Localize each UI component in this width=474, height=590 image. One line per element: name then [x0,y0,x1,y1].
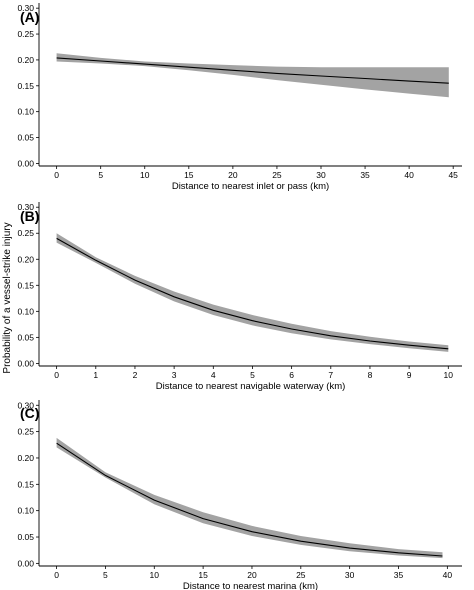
confidence-band-b [56,233,449,352]
panel-label: (B) [20,208,39,224]
x-tick-label: 0 [54,170,59,180]
x-axis-title: Distance to nearest navigable waterway (… [156,381,346,392]
x-tick-label: 45 [448,170,458,180]
y-tick-label: 0.00 [17,558,34,568]
y-tick-label: 0.15 [17,280,34,290]
y-tick-label: 0.10 [17,506,34,516]
y-tick-label: 0.25 [17,427,34,437]
y-tick-label: 0.20 [17,453,34,463]
x-tick-label: 40 [404,170,414,180]
x-axis-title: Distance to nearest marina (km) [183,581,318,590]
x-tick-label: 1 [93,370,98,380]
y-tick-label: 0.05 [17,133,34,143]
x-tick-label: 20 [228,170,238,180]
x-tick-label: 3 [172,370,177,380]
x-tick-label: 0 [54,370,59,380]
x-tick-label: 5 [250,370,255,380]
y-tick-label: 0.30 [17,400,34,410]
x-tick-label: 20 [247,570,257,580]
y-tick-label: 0.20 [17,55,34,65]
fitted-line-c [56,442,443,557]
y-tick-label: 0.05 [17,332,34,342]
x-tick-label: 0 [54,570,59,580]
x-tick-label: 7 [328,370,333,380]
x-tick-label: 25 [272,170,282,180]
x-tick-label: 15 [184,170,194,180]
confidence-band-a [56,53,449,98]
y-tick-label: 0.20 [17,254,34,264]
x-tick-label: 15 [198,570,208,580]
x-tick-label: 5 [98,170,103,180]
panel-a: 0.00 0.05 0.10 0.15 0.20 0.25 0.30 0 5 10 15 20 25 30… [17,3,462,192]
x-tick-label: 25 [296,570,306,580]
x-tick-label: 35 [394,570,404,580]
y-tick-label: 0.10 [17,306,34,316]
x-tick-label: 10 [444,370,454,380]
panel-b: 0.00 0.05 0.10 0.15 0.20 0.25 0.30 0 1 2 3 4 5 6 7 8 9 10… [17,202,462,392]
x-tick-label: 9 [407,370,412,380]
y-tick-label: 0.15 [17,81,34,91]
x-tick-label: 5 [103,570,108,580]
fitted-line-b [56,237,449,350]
x-tick-label: 30 [345,570,355,580]
x-tick-label: 2 [133,370,138,380]
confidence-band-c [56,437,443,559]
y-tick-label: 0.30 [17,3,34,13]
x-tick-label: 8 [368,370,373,380]
x-tick-label: 10 [150,570,160,580]
x-axis-title: Distance to nearest inlet or pass (km) [172,181,329,192]
y-tick-label: 0.05 [17,532,34,542]
x-tick-label: 35 [360,170,370,180]
y-tick-label: 0.00 [17,358,34,368]
x-tick-label: 10 [140,170,150,180]
y-tick-label: 0.30 [17,202,34,212]
y-tick-label: 0.25 [17,29,34,39]
panel-label: (A) [20,9,39,25]
x-tick-label: 6 [289,370,294,380]
x-tick-label: 40 [443,570,453,580]
y-tick-label: 0.10 [17,107,34,117]
panel-c: 0.00 0.05 0.10 0.15 0.20 0.25 0.30 0 5 10 15 20 25 30… [17,400,462,590]
y-tick-label: 0.15 [17,479,34,489]
fitted-line-a [56,57,449,84]
x-tick-label: 4 [211,370,216,380]
panel-label: (C) [20,405,39,421]
x-tick-label: 30 [316,170,326,180]
shared-y-axis-label: Probability of a vessel-strike injury [2,222,13,373]
y-tick-label: 0.00 [17,158,34,168]
y-tick-label: 0.25 [17,228,34,238]
